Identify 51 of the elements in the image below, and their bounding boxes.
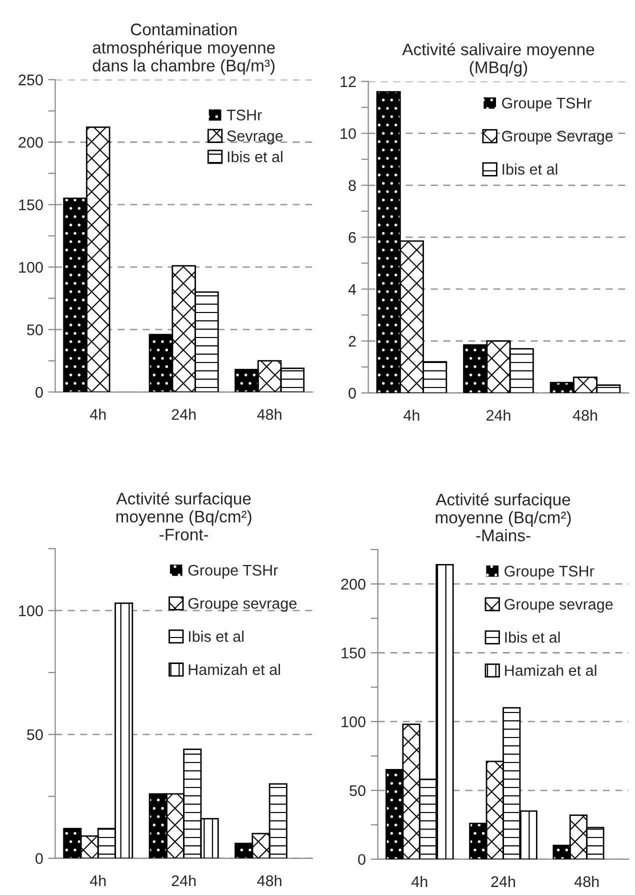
legend-label: Groupe TSHr [504,566,594,580]
y-tick-label: 0 [358,854,366,865]
y-tick-label: 6 [348,232,356,243]
x-tick-label: 24h [172,874,196,886]
y-tick-label: 2 [348,336,356,347]
x-tick-label: 24h [172,408,196,420]
y-tick-label: 250 [18,74,43,86]
legend-label: Ibis et al [502,163,558,175]
y-tick-label: 150 [342,648,366,658]
legend-label: TSHr [226,110,262,120]
y-tick-label: 0 [348,388,356,399]
y-tick-label: 12 [340,76,356,87]
x-tick-label: 4h [404,410,420,421]
y-tick-label: 0 [36,853,43,864]
y-tick-label: 100 [342,716,366,728]
x-tick-label: 48h [257,408,282,420]
x-tick-label: 48h [572,410,598,421]
y-tick-label: 0 [36,386,43,398]
x-tick-label: 4h [411,876,428,887]
y-tick-label: 200 [341,578,366,590]
chart-title: Activité salivaire moyenne (MBq/g) [402,42,594,77]
y-tick-label: 50 [27,324,43,336]
chart-title: Activité surfacique moyenne (Bq/cm²) -Front- [116,492,252,540]
y-tick-label: 100 [19,262,43,273]
y-tick-label: 150 [19,199,43,210]
legend-label: Groupe TSHr [188,564,278,579]
x-tick-label: 4h [90,408,106,420]
y-tick-label: 8 [348,180,356,191]
legend-label: Groupe Sevrage [502,130,613,145]
legend-label: Sevrage [227,130,283,144]
y-tick-label: 100 [19,605,43,616]
chart-title: Activité surfacique moyenne (Bq/cm²) -Mains- [436,493,571,542]
y-tick-label: 4 [348,284,356,295]
x-tick-label: 48h [574,876,599,888]
legend-label: Ibis et al [228,151,282,162]
legend-label: Groupe sevrage [504,598,613,613]
y-tick-label: 10 [340,128,356,140]
x-tick-label: 24h [486,410,510,421]
x-tick-label: 4h [90,874,106,886]
legend-label: Ibis et al [189,630,244,642]
y-tick-label: 50 [350,785,366,796]
chart-title: Contamination atmosphérique moyenne dans la chambre (Bq/m³) [92,23,275,75]
legend-label: Ibis et al [505,632,560,643]
legend-label: Hamizah et al [505,664,596,676]
y-tick-label: 200 [18,136,43,148]
y-tick-label: 50 [27,729,43,740]
x-tick-label: 24h [491,876,515,887]
legend-label: Hamizah et al [188,664,280,676]
legend-label: Groupe TSHr [502,98,592,112]
legend-label: Groupe sevrage [188,598,296,612]
x-tick-label: 48h [257,874,282,886]
